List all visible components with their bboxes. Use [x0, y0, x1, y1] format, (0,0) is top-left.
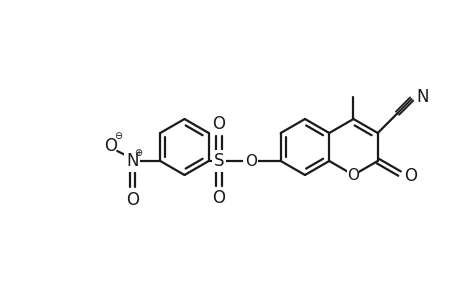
Text: ⊖: ⊖: [114, 131, 122, 141]
Text: O: O: [125, 191, 139, 209]
Text: O: O: [104, 137, 117, 155]
Text: N: N: [416, 88, 428, 106]
Text: S: S: [213, 152, 224, 170]
Text: O: O: [212, 115, 225, 133]
Text: N: N: [126, 152, 138, 170]
Text: O: O: [347, 167, 359, 182]
Text: O: O: [212, 189, 225, 207]
Text: ⊕: ⊕: [134, 148, 142, 158]
Text: O: O: [403, 167, 417, 184]
Text: O: O: [244, 154, 256, 169]
